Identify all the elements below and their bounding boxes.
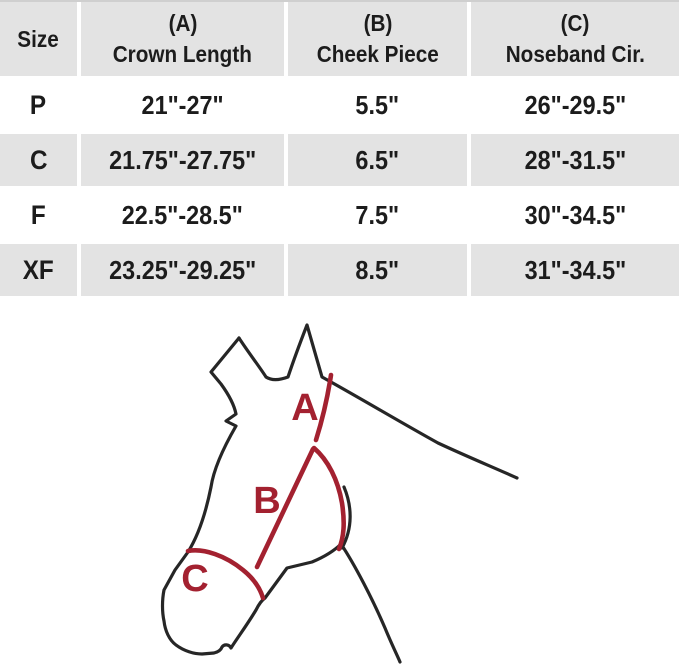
header-cell-size: Size xyxy=(0,2,77,76)
label-crown-a: A xyxy=(291,387,318,429)
cell-size-c: C xyxy=(0,134,77,186)
label-noseband-c: C xyxy=(181,558,208,600)
header-cheek-label: Cheek Piece xyxy=(316,41,439,67)
cell-cheek-p: 5.5" xyxy=(288,79,467,131)
halter-cheek-diagonal-line xyxy=(254,446,316,570)
cell-noseband-xf: 31"-34.5" xyxy=(471,244,679,296)
header-crown-tag: (A) xyxy=(168,10,197,36)
halter-cheek-arc-line xyxy=(311,445,346,552)
horse-ears-neck-outline xyxy=(237,323,519,480)
cell-crown-xf: 23.25"-29.25" xyxy=(81,244,284,296)
header-cell-crown-length: (A) Crown Length xyxy=(81,2,284,76)
cell-size-p: P xyxy=(0,79,77,131)
header-cell-cheek-piece: (B) Cheek Piece xyxy=(288,2,467,76)
label-cheek-b: B xyxy=(253,480,280,522)
halter-noseband-line xyxy=(185,548,266,601)
header-noseband-tag: (C) xyxy=(560,10,590,36)
halter-crown-strap-line xyxy=(313,372,334,443)
horse-face-outline xyxy=(160,336,402,664)
header-noseband-label: Noseband Cir. xyxy=(505,41,645,67)
cell-noseband-c: 28"-31.5" xyxy=(471,134,679,186)
cell-noseband-p: 26"-29.5" xyxy=(471,79,679,131)
cell-size-f: F xyxy=(0,189,77,241)
header-cell-noseband: (C) Noseband Cir. xyxy=(471,2,679,76)
header-crown-label: Crown Length xyxy=(112,41,253,67)
cell-noseband-f: 30"-34.5" xyxy=(471,189,679,241)
cell-crown-c: 21.75"-27.75" xyxy=(81,134,284,186)
header-cheek-tag: (B) xyxy=(363,10,392,36)
cell-size-xf: XF xyxy=(0,244,77,296)
halter-size-chart-table: Size (A) Crown Length (B) Cheek Piece (C… xyxy=(0,0,679,296)
cell-cheek-c: 6.5" xyxy=(288,134,467,186)
horse-jowl-line xyxy=(340,485,352,550)
cell-crown-p: 21"-27" xyxy=(81,79,284,131)
horse-diagram-svg: A B C xyxy=(160,323,519,664)
header-size-label: Size xyxy=(17,25,60,52)
cell-crown-f: 22.5"-28.5" xyxy=(81,189,284,241)
cell-cheek-xf: 8.5" xyxy=(288,244,467,296)
cell-cheek-f: 7.5" xyxy=(288,189,467,241)
horse-measurement-diagram: A B C xyxy=(0,296,679,669)
